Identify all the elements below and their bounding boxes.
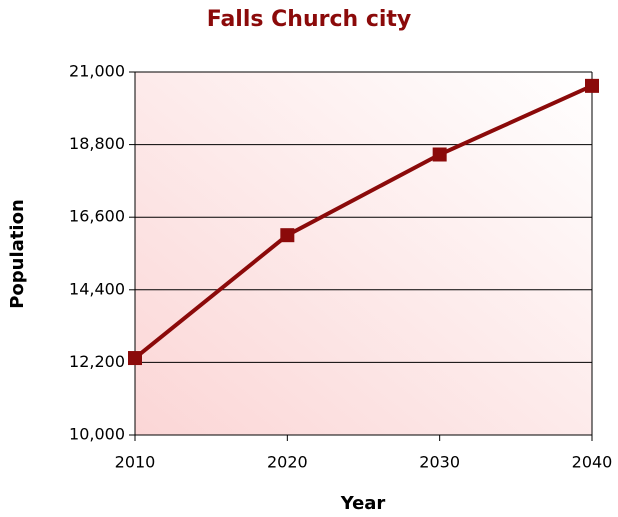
y-tick-label: 21,000: [69, 62, 125, 81]
chart-title: Falls Church city: [207, 7, 412, 32]
plot-background: [135, 72, 592, 435]
y-tick-label: 14,400: [69, 279, 125, 298]
x-tick-label: 2030: [419, 453, 460, 472]
series-line: [133, 84, 593, 360]
x-tick-label: 2010: [115, 453, 156, 472]
y-tick-label: 18,800: [69, 134, 125, 153]
y-tick-label: 10,000: [69, 425, 125, 444]
point-marker: [280, 228, 295, 243]
x-axis-title: Year: [340, 493, 386, 514]
x-tick-label: 2020: [267, 453, 308, 472]
point-marker: [128, 351, 142, 366]
y-axis-title: Population: [7, 199, 28, 309]
point-marker: [585, 78, 599, 93]
y-tick-label: 12,200: [69, 352, 125, 371]
x-tick-label: 2040: [572, 453, 613, 472]
point-marker: [432, 147, 447, 162]
y-tick-label: 16,600: [69, 207, 125, 226]
